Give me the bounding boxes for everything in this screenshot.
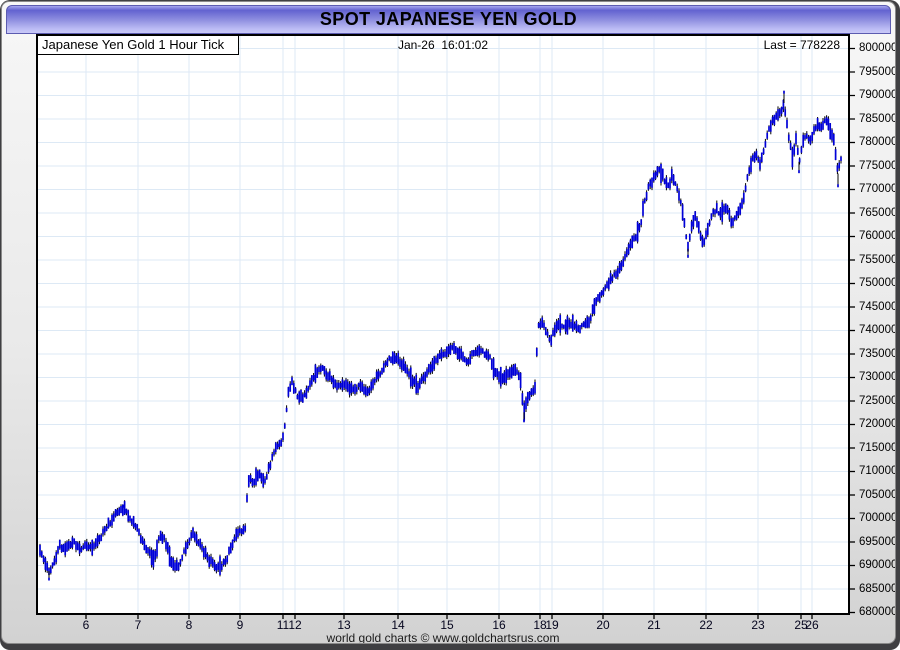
y-axis-label: 755000: [859, 253, 896, 266]
y-axis-label: 735000: [859, 347, 896, 360]
y-axis-label: 705000: [859, 488, 896, 501]
last-value-label: Last = 778228: [763, 38, 840, 52]
y-axis-label: 800000: [859, 42, 896, 54]
y-axis-label: 745000: [859, 300, 896, 313]
y-axis-label: 795000: [859, 65, 896, 78]
y-axis-label: 720000: [859, 418, 896, 430]
x-axis-label: 22: [699, 618, 713, 632]
x-axis-label: 26: [805, 618, 819, 632]
x-axis-label: 9: [236, 618, 244, 632]
y-axis-label: 730000: [859, 371, 896, 383]
y-axis-label: 725000: [859, 394, 896, 407]
x-axis-label: 6: [82, 618, 90, 632]
x-axis-label: 7: [134, 618, 142, 632]
legend-box: Japanese Yen Gold 1 Hour Tick: [37, 35, 239, 55]
x-axis-label: 25: [794, 618, 808, 632]
x-axis-label: 21: [647, 618, 661, 632]
y-axis-label: 715000: [859, 441, 896, 454]
series-label: Japanese Yen Gold 1 Hour Tick: [42, 37, 225, 52]
y-axis-label: 740000: [859, 324, 896, 336]
y-axis-label: 790000: [859, 89, 896, 101]
y-axis-label: 695000: [859, 535, 896, 548]
y-axis-label: 700000: [859, 512, 896, 524]
y-axis-label: 775000: [859, 159, 896, 172]
x-axis-label: 11: [276, 618, 290, 632]
y-axis-label: 685000: [859, 582, 896, 595]
footer-credit: world gold charts © www.goldchartsrus.co…: [326, 631, 560, 644]
y-axis-label: 765000: [859, 206, 896, 219]
y-axis-label: 680000: [859, 606, 896, 618]
x-axis-label: 14: [391, 618, 405, 632]
y-axis-label: 750000: [859, 277, 896, 289]
x-axis-label: 15: [440, 618, 454, 632]
x-axis-label: 20: [596, 618, 610, 632]
x-axis-label: 8: [185, 618, 193, 632]
y-axis-label: 770000: [859, 183, 896, 195]
y-axis-label: 760000: [859, 230, 896, 242]
x-axis-label: 16: [492, 618, 506, 632]
x-axis-label: 12: [288, 618, 302, 632]
x-axis-label: 23: [751, 618, 765, 632]
x-axis-label: 13: [337, 618, 351, 632]
y-axis-label: 785000: [859, 112, 896, 125]
x-axis-label: 19: [545, 618, 559, 632]
x-axis-label: 18: [533, 618, 547, 632]
y-axis-label: 710000: [859, 465, 896, 477]
title-bar[interactable]: SPOT JAPANESE YEN GOLD: [6, 5, 891, 34]
y-axis-label: 690000: [859, 559, 896, 571]
timestamp-label: Jan-26 16:01:02: [397, 38, 489, 52]
window-title: SPOT JAPANESE YEN GOLD: [319, 9, 578, 29]
y-axis-label: 780000: [859, 136, 896, 148]
